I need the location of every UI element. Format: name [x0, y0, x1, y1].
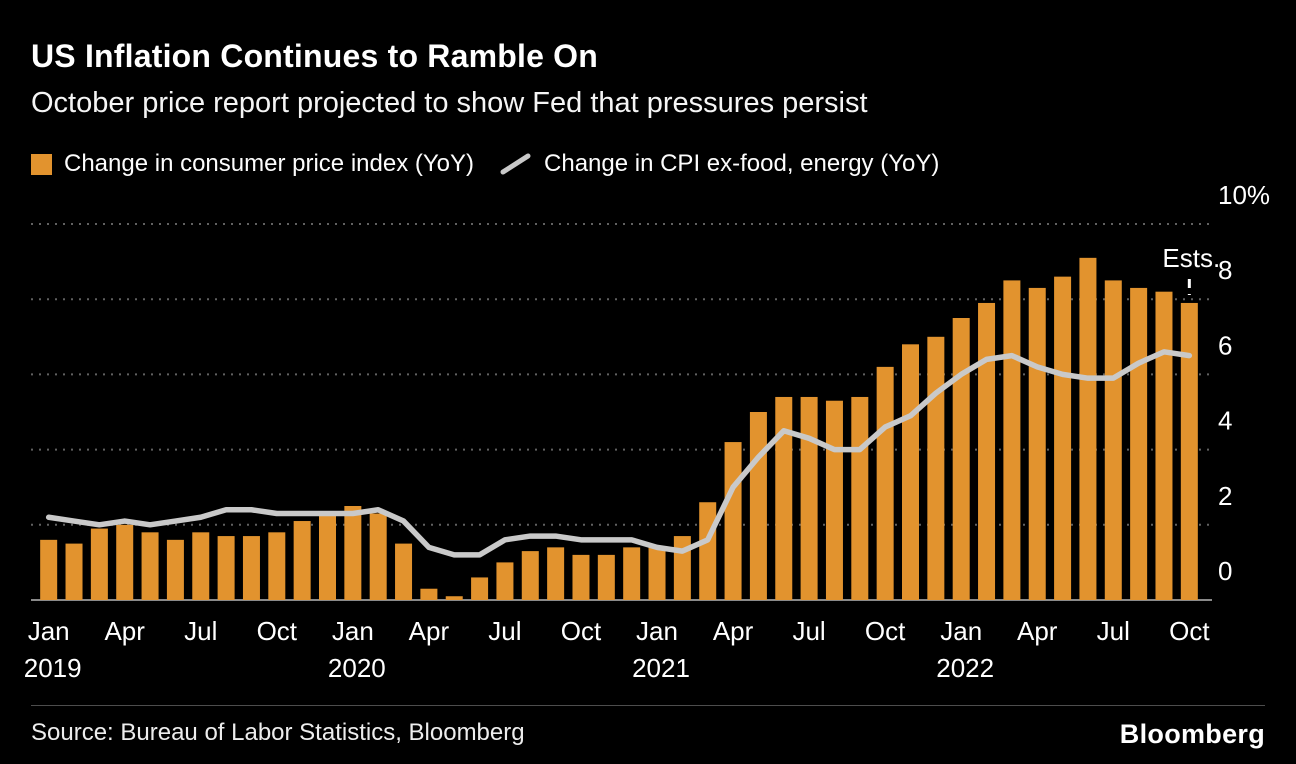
bar-series-swatch-icon — [31, 153, 52, 175]
cpi-bar — [800, 396, 818, 600]
footer: Source: Bureau of Labor Statistics, Bloo… — [31, 705, 1265, 750]
x-tick-label: Apr — [713, 616, 754, 646]
cpi-bar — [749, 412, 767, 600]
cpi-bar — [1180, 302, 1198, 600]
cpi-bar — [825, 400, 843, 600]
bar-series-label: Change in consumer price index (YoY) — [64, 150, 475, 177]
cpi-bar — [902, 344, 919, 600]
cpi-bar — [496, 562, 514, 600]
cpi-bar — [268, 532, 286, 600]
x-tick-label: Oct — [1169, 616, 1210, 646]
cpi-bar — [851, 396, 869, 600]
x-tick-label: Apr — [104, 616, 145, 646]
cpi-bar — [1104, 280, 1122, 600]
cpi-bar — [395, 543, 413, 600]
x-tick-label: Jan — [332, 616, 374, 646]
core-cpi-line — [45, 349, 1193, 558]
cpi-bar — [65, 543, 83, 600]
cpi-bar — [1003, 280, 1021, 600]
y-tick-label: 0 — [1218, 556, 1232, 586]
x-tick-label: Apr — [409, 616, 450, 646]
cpi-bar — [1028, 287, 1046, 600]
cpi-bar — [166, 539, 184, 600]
cpi-bar — [1130, 287, 1148, 600]
bloomberg-logo: Bloomberg — [1119, 719, 1265, 749]
cpi-bar — [1054, 276, 1072, 600]
cpi-bar — [116, 524, 134, 600]
cpi-bar — [344, 506, 362, 600]
cpi-bar — [521, 551, 539, 600]
cpi-bar — [242, 536, 260, 600]
year-label: 2022 — [936, 653, 994, 683]
cpi-bar — [927, 336, 945, 600]
cpi-bar — [420, 588, 438, 600]
cpi-bar — [572, 554, 590, 600]
cpi-bar — [978, 302, 996, 600]
x-tick-label: Jul — [1097, 616, 1130, 646]
x-tick-label: Jul — [488, 616, 521, 646]
cpi-bar — [445, 596, 463, 600]
cpi-bar — [547, 547, 565, 600]
chart-title: US Inflation Continues to Ramble On — [31, 38, 598, 74]
y-tick-label: 2 — [1218, 481, 1232, 511]
x-tick-label: Oct — [865, 616, 906, 646]
cpi-bar — [876, 366, 894, 600]
cpi-bar — [623, 547, 641, 600]
cpi-bar — [952, 318, 970, 600]
cpi-bar — [775, 396, 793, 600]
y-tick-label: 4 — [1218, 406, 1232, 436]
cpi-bar — [319, 513, 336, 600]
cpi-bar — [40, 539, 58, 600]
cpi-bar — [369, 513, 387, 600]
cpi-bar — [141, 532, 159, 600]
chart-subtitle: October price report projected to show F… — [31, 87, 868, 119]
cpi-bar — [724, 442, 742, 600]
year-label: 2020 — [328, 653, 386, 683]
cpi-bar — [90, 528, 108, 600]
cpi-bar — [699, 502, 717, 600]
cpi-bar — [648, 547, 666, 600]
source-note: Source: Bureau of Labor Statistics, Bloo… — [31, 719, 525, 746]
cpi-bar — [1155, 291, 1173, 600]
cpi-bar — [471, 577, 489, 600]
x-tick-label: Apr — [1017, 616, 1058, 646]
x-tick-label: Jan — [636, 616, 678, 646]
line-series-label: Change in CPI ex-food, energy (YoY) — [544, 150, 940, 177]
cpi-bar — [192, 532, 210, 600]
cpi-chart: 0 2 4 6 8 10% Ests. Jan Apr Jul Oct Jan Apr Jul Oct Jan… — [24, 185, 1270, 683]
y-tick-label: 8 — [1218, 255, 1232, 285]
x-tick-label: Jul — [792, 616, 825, 646]
cpi-bar — [217, 536, 235, 600]
x-tick-label: Jan — [940, 616, 982, 646]
line-series-swatch-icon — [500, 153, 531, 175]
year-label: 2019 — [24, 653, 82, 683]
x-tick-label: Jan — [28, 616, 70, 646]
y-tick-label: 6 — [1218, 330, 1232, 360]
legend: Change in consumer price index (YoY) Cha… — [31, 150, 939, 178]
cpi-bar — [1079, 257, 1097, 600]
year-label: 2021 — [632, 653, 690, 683]
x-tick-label: Oct — [561, 616, 602, 646]
cpi-bar — [293, 521, 311, 600]
x-tick-label: Oct — [257, 616, 298, 646]
estimate-label: Ests. — [1162, 243, 1220, 273]
cpi-bar — [597, 554, 615, 600]
y-tick-label: 10% — [1218, 185, 1270, 210]
x-tick-label: Jul — [184, 616, 217, 646]
